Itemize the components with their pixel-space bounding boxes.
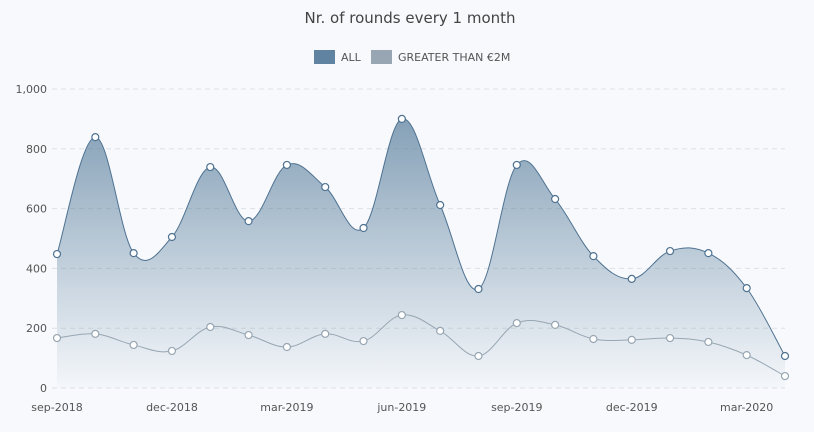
x-tick-label: mar-2020 <box>720 401 773 414</box>
x-tick-label: mar-2019 <box>260 401 313 414</box>
x-tick-label: dec-2018 <box>146 401 198 414</box>
data-point <box>551 194 560 204</box>
data-point <box>321 182 330 192</box>
data-point <box>436 326 445 335</box>
data-point <box>282 160 291 170</box>
data-point <box>397 114 406 124</box>
legend: ALL GREATER THAN €2M <box>314 50 510 64</box>
data-point <box>359 336 368 346</box>
data-point <box>742 284 751 293</box>
gridlines: 0 200 400 600 800 1,000 <box>16 83 785 395</box>
data-point <box>551 320 560 330</box>
data-point <box>704 337 713 347</box>
y-tick-label: 1,000 <box>16 83 48 96</box>
data-point <box>742 351 751 360</box>
data-point <box>359 223 368 233</box>
legend-swatch <box>314 50 335 64</box>
legend-label: ALL <box>341 51 362 64</box>
data-point <box>627 274 636 283</box>
legend-swatch <box>371 50 392 64</box>
y-tick-label: 600 <box>26 203 47 216</box>
data-point <box>91 329 100 338</box>
data-point <box>589 334 598 344</box>
data-point <box>52 333 62 343</box>
data-point <box>474 284 483 294</box>
data-point <box>167 232 177 242</box>
x-tick-label: dec-2019 <box>606 401 658 414</box>
x-tick-label: jun-2019 <box>376 401 426 414</box>
data-point <box>780 371 790 381</box>
x-tick-label: sep-2018 <box>31 401 82 414</box>
data-point <box>436 200 445 210</box>
data-point <box>665 333 675 343</box>
data-point <box>129 340 138 350</box>
data-point <box>244 217 253 226</box>
legend-label: GREATER THAN €2M <box>398 51 510 64</box>
data-point <box>627 335 636 344</box>
data-point <box>397 310 406 320</box>
data-point <box>52 249 62 259</box>
chart-title: Nr. of rounds every 1 month <box>304 9 515 27</box>
y-tick-label: 800 <box>26 143 47 156</box>
data-point <box>206 162 215 172</box>
data-point <box>129 249 138 258</box>
data-point <box>512 160 521 170</box>
data-point <box>704 249 713 258</box>
y-tick-label: 0 <box>40 382 47 395</box>
plot-area <box>52 114 790 389</box>
area-all <box>57 118 785 389</box>
data-point <box>589 252 598 261</box>
data-point <box>282 342 291 352</box>
x-tick-label: sep-2019 <box>491 401 542 414</box>
data-point <box>244 330 253 340</box>
data-point <box>512 319 521 328</box>
data-point <box>91 133 100 142</box>
data-point <box>474 351 483 361</box>
data-point <box>780 351 790 361</box>
y-tick-label: 200 <box>26 322 47 335</box>
data-point <box>321 329 330 338</box>
data-point <box>167 346 177 356</box>
x-axis: sep-2018 dec-2018 mar-2019 jun-2019 sep-2019… <box>31 401 773 414</box>
data-point <box>206 322 215 332</box>
y-tick-label: 400 <box>26 262 47 275</box>
data-point <box>665 246 675 256</box>
